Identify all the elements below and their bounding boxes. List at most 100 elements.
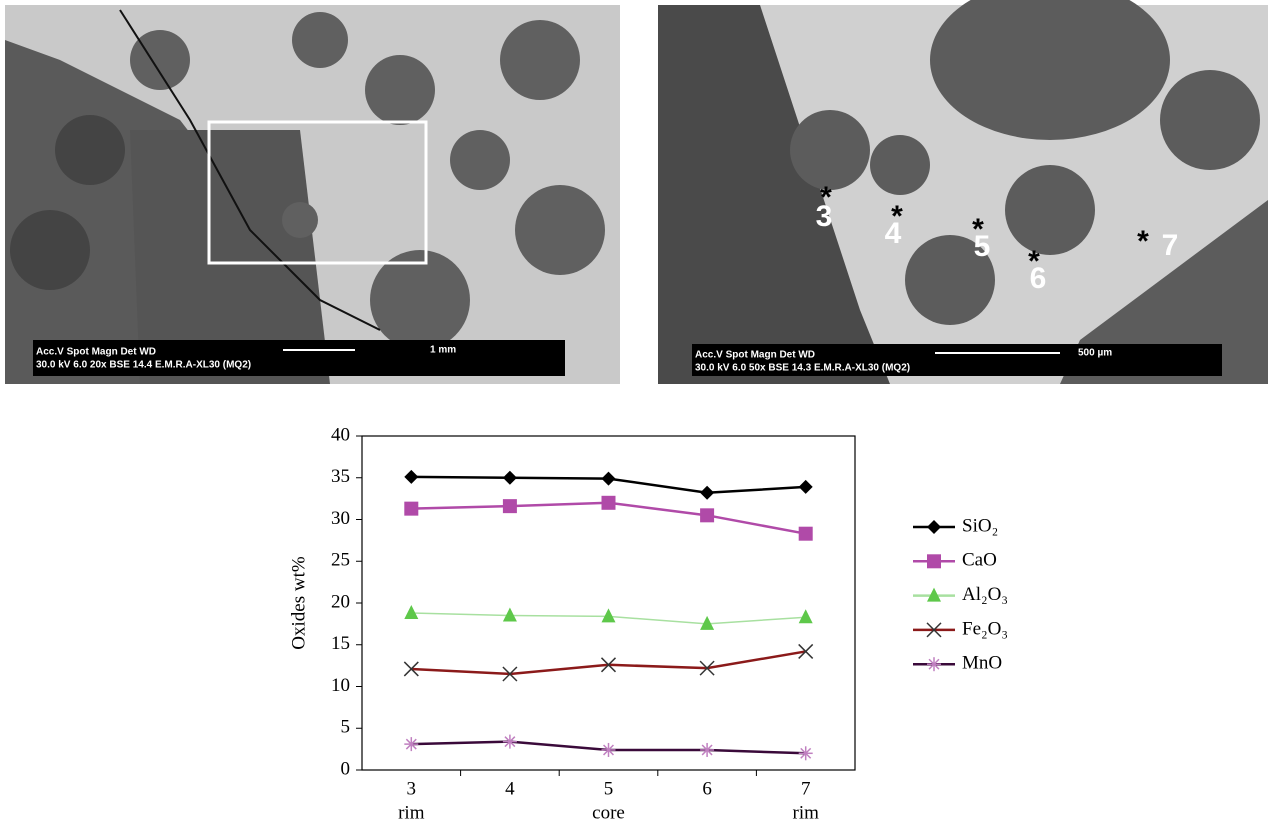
marker-part [502, 499, 517, 514]
marker-part [798, 609, 813, 624]
plot-area [361, 435, 856, 771]
marker [404, 605, 419, 620]
info-text: 30.0 kV 6.0 20x BSE 14.4 E.M.R.A-XL30 (M… [36, 360, 251, 371]
marker [601, 742, 616, 757]
y-tick-label: 15 [331, 633, 350, 654]
point-label: 5 [974, 230, 991, 263]
marker [798, 609, 813, 624]
marker [927, 657, 941, 672]
legend-label: Al₂O₃ [962, 584, 1008, 605]
point-marker: * [972, 213, 984, 246]
info-text: Acc.V Spot Magn Det WD [695, 350, 815, 361]
marker [502, 607, 517, 622]
marker-part [404, 605, 419, 620]
legend-marker [927, 520, 941, 534]
marker [404, 501, 419, 516]
marker [502, 666, 518, 682]
y-axis-label: Oxides wt% [288, 556, 309, 650]
marker-part [403, 661, 419, 677]
marker-part [603, 744, 614, 756]
marker-part [798, 643, 814, 659]
x-tick-label: 6 [702, 778, 712, 799]
marker [601, 471, 616, 486]
legend-label: Fe₂O₃ [962, 618, 1008, 639]
marker [601, 495, 616, 510]
y-tick-label: 40 [331, 424, 350, 445]
y-tick-label: 30 [331, 508, 350, 529]
marker-part [927, 554, 941, 569]
marker-part [700, 485, 715, 500]
marker-part [404, 501, 419, 516]
marker [798, 479, 813, 494]
y-tick-label: 5 [341, 717, 351, 738]
scale-label: 500 µm [1078, 348, 1112, 359]
marker [700, 508, 715, 523]
marker-part [927, 587, 941, 602]
x-tick-label: 3 [407, 778, 417, 799]
x-tick-note: core [592, 802, 625, 823]
x-tick-label: 7 [801, 778, 811, 799]
marker-part [502, 470, 517, 485]
marker-part [927, 520, 941, 534]
point-marker: * [1137, 225, 1149, 258]
series-line [411, 650, 806, 676]
marker [404, 737, 419, 752]
x-tick-note: rim [793, 802, 820, 823]
y-tick-label: 10 [331, 675, 350, 696]
legend-marker [927, 587, 941, 602]
legend-label: MnO [962, 653, 1002, 674]
marker-part [404, 469, 419, 484]
marker-part [798, 526, 813, 541]
y-tick-label: 25 [331, 550, 350, 571]
sem-image-left [5, 5, 620, 384]
marker [700, 485, 715, 500]
marker-part [502, 666, 518, 682]
marker-part [928, 658, 940, 670]
info-text: 30.0 kV 6.0 50x BSE 14.3 E.M.R.A-XL30 (M… [695, 363, 910, 374]
marker-part [798, 479, 813, 494]
marker [600, 657, 617, 673]
x-tick-label: 4 [505, 778, 515, 799]
marker-part [700, 615, 715, 630]
legend-marker [926, 622, 942, 638]
marker [502, 734, 517, 749]
marker [699, 660, 715, 676]
point-marker: * [891, 200, 903, 233]
marker-part [600, 657, 617, 673]
legend-marker [927, 554, 941, 569]
marker-part [601, 495, 616, 510]
marker-part [502, 607, 517, 622]
sem-image-right [658, 0, 1268, 384]
point-marker: * [1028, 245, 1040, 278]
marker [927, 587, 941, 602]
y-tick-label: 20 [331, 591, 350, 612]
marker-part [405, 738, 417, 750]
marker-part [504, 736, 516, 748]
marker-part [926, 622, 942, 638]
info-text: Acc.V Spot Magn Det WD [36, 347, 156, 358]
marker [601, 608, 616, 623]
marker [502, 499, 517, 514]
legend-label: CaO [962, 550, 997, 571]
marker-part [601, 608, 616, 623]
marker [798, 746, 813, 761]
legend-label: SiO₂ [962, 515, 998, 536]
marker [700, 742, 715, 757]
marker [926, 622, 942, 638]
legend-marker [927, 657, 941, 672]
y-tick-label: 0 [341, 758, 351, 779]
x-tick-label: 5 [604, 778, 614, 799]
x-tick-note: rim [398, 802, 425, 823]
marker [403, 661, 419, 677]
marker [927, 554, 941, 569]
marker-part [700, 508, 715, 523]
marker-part [800, 747, 812, 759]
point-label: 6 [1030, 262, 1047, 295]
scale-label: 1 mm [430, 345, 456, 356]
marker [700, 615, 715, 630]
point-marker: * [820, 181, 832, 214]
marker [798, 526, 813, 541]
marker-part [699, 660, 715, 676]
